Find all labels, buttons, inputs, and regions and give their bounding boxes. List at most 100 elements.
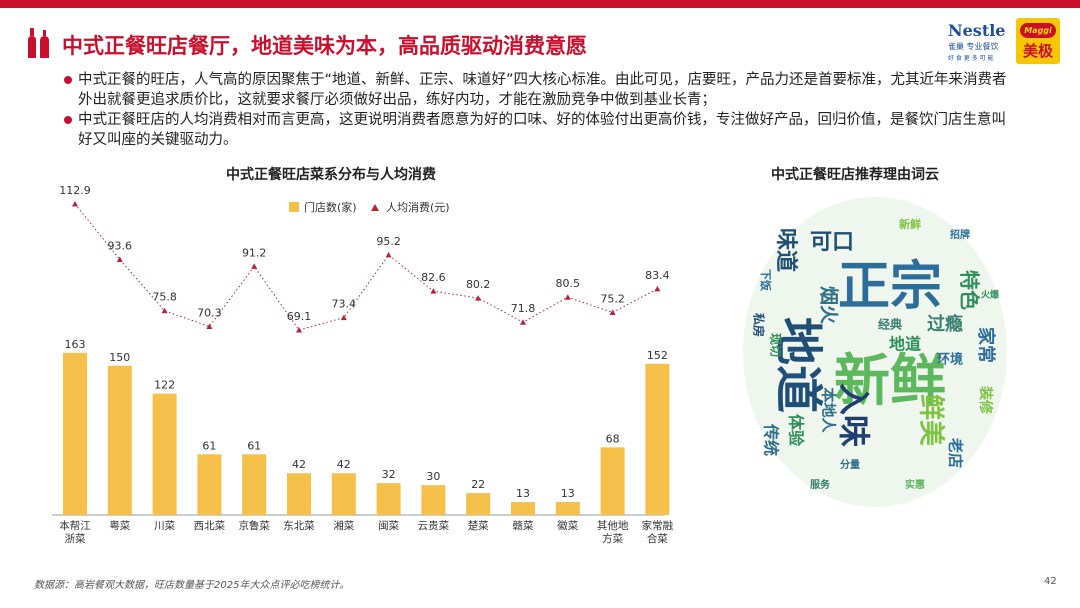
cloud-word: 实惠	[905, 478, 925, 491]
avg-price-point	[564, 294, 571, 300]
avg-price-point	[475, 295, 482, 301]
legend-line-swatch	[371, 204, 379, 211]
cloud-word: 可口	[810, 230, 854, 255]
cloud-word: 老店	[947, 437, 965, 468]
avg-price-label: 80.5	[556, 277, 581, 290]
avg-price-point	[206, 323, 213, 330]
bar-value-label: 42	[337, 458, 351, 471]
x-tick-label: 本帮江	[59, 519, 91, 532]
cloud-word: 现切	[769, 333, 783, 357]
cloud-word: 过瘾	[927, 313, 963, 335]
x-tick-label: 赣菜	[513, 519, 534, 532]
bar	[376, 483, 401, 515]
bar-value-label: 122	[154, 379, 175, 392]
cloud-word: 地道	[889, 335, 921, 354]
nestle-logo-sub: 雀巢 专业餐饮	[948, 42, 999, 51]
avg-price-label: 75.2	[600, 292, 625, 305]
cloud-word: 服务	[810, 478, 831, 491]
avg-price-label: 70.3	[197, 307, 222, 320]
bar	[287, 473, 311, 515]
cloud-shape	[743, 197, 1007, 507]
bar	[466, 493, 491, 515]
cloud-word: 装修	[977, 385, 994, 415]
chart-title: 中式正餐旺店菜系分布与人均消费	[226, 167, 436, 183]
x-tick-label: 家常融	[642, 519, 674, 532]
cloud-word: 环境	[937, 352, 963, 368]
cloud-word: 私房	[752, 312, 767, 337]
bar	[242, 454, 267, 515]
avg-price-label: 82.6	[421, 271, 446, 284]
maggi-logo: Maggi 美极	[1016, 18, 1060, 64]
avg-price-point	[609, 309, 616, 315]
x-tick-label: 云贵菜	[418, 519, 450, 532]
bar	[555, 502, 580, 515]
maggi-logo-top: Maggi	[1020, 23, 1056, 38]
avg-price-point	[385, 251, 392, 258]
cloud-word: 家常	[975, 327, 997, 363]
bar	[331, 473, 356, 515]
x-tick-label: 川菜	[154, 520, 175, 532]
avg-price-point	[430, 288, 437, 294]
bar-value-label: 42	[292, 458, 306, 471]
x-tick-label: 闽菜	[378, 519, 399, 532]
x-tick-label: 粤菜	[109, 519, 130, 532]
avg-price-point	[520, 319, 526, 325]
avg-price-point	[72, 201, 78, 207]
x-tick-label: 其他地	[597, 519, 629, 532]
bullet-item: 中式正餐旺店的人均消费相对而言更高，这更说明消费者愿意为好的口味、好的体验付出更…	[64, 110, 1014, 150]
legend-line-label: 人均消费(元)	[386, 200, 450, 214]
bar	[645, 363, 670, 515]
bar-value-label: 32	[382, 468, 396, 481]
cloud-word: 传统	[762, 423, 781, 456]
cloud-word: 招牌	[950, 228, 970, 241]
legend-bar-swatch	[289, 202, 299, 212]
avg-price-label: 112.9	[59, 185, 91, 197]
top-accent-bar	[0, 0, 1080, 8]
cloud-word: 本地人	[820, 387, 838, 433]
avg-price-label: 73.4	[332, 298, 357, 311]
bullet-item: 中式正餐的旺店，人气高的原因聚焦于“地道、新鲜、正宗、味道好”四大核心标准。由此…	[64, 70, 1014, 110]
x-tick-label: 东北菜	[283, 519, 315, 532]
maggi-logo-cn: 美极	[1022, 42, 1053, 60]
cloud-word: 新鲜	[834, 349, 946, 414]
x-tick-label: 徽菜	[557, 519, 578, 532]
avg-price-label: 80.2	[466, 278, 491, 291]
bar-value-label: 61	[247, 439, 261, 452]
avg-price-label: 93.6	[108, 240, 133, 253]
footnote: 数据源：高岩餐观大数据，旺店数量基于2025年大众点评必吃榜统计。	[34, 580, 350, 591]
cloud-word: 味道	[773, 228, 799, 272]
avg-price-label: 95.2	[376, 235, 401, 248]
avg-price-point	[654, 285, 661, 292]
cloud-word: 正宗	[838, 257, 942, 317]
bar-value-label: 61	[202, 439, 216, 452]
cloud-word: 火爆	[981, 289, 1000, 301]
cloud-word: 地道	[770, 317, 826, 413]
bar	[421, 485, 446, 515]
page-number: 42	[1044, 576, 1057, 587]
bullet-list: 中式正餐的旺店，人气高的原因聚焦于“地道、新鲜、正宗、味道好”四大核心标准。由此…	[64, 70, 1014, 150]
x-tick-label: 湘菜	[333, 519, 354, 532]
cloud-word: 入味	[835, 383, 873, 447]
bar	[63, 352, 87, 515]
x-tick-label: 方菜	[602, 532, 623, 545]
avg-price-label: 69.1	[287, 310, 312, 323]
page-title: 中式正餐旺店餐厅，地道美味为本，高品质驱动消费意愿	[62, 34, 587, 58]
bar-value-label: 152	[647, 349, 668, 362]
cloud-word: 下饭	[759, 269, 773, 291]
wine-bottles-icon	[28, 28, 49, 58]
avg-price-label: 75.8	[152, 291, 177, 304]
bar-value-label: 163	[65, 338, 86, 351]
avg-price-line	[74, 203, 658, 331]
bar	[511, 502, 535, 515]
cloud-word: 烟火	[818, 286, 841, 325]
nestle-logo-tagline: 好 食 更 多 可 能	[948, 55, 994, 62]
cloud-word: 体验	[787, 414, 806, 447]
bar-value-label: 150	[109, 351, 130, 364]
bar-value-label: 30	[426, 470, 440, 483]
avg-price-point	[296, 327, 302, 333]
avg-price-point	[251, 263, 258, 269]
bar-value-label: 13	[561, 487, 575, 500]
cloud-word: 分量	[840, 458, 860, 471]
